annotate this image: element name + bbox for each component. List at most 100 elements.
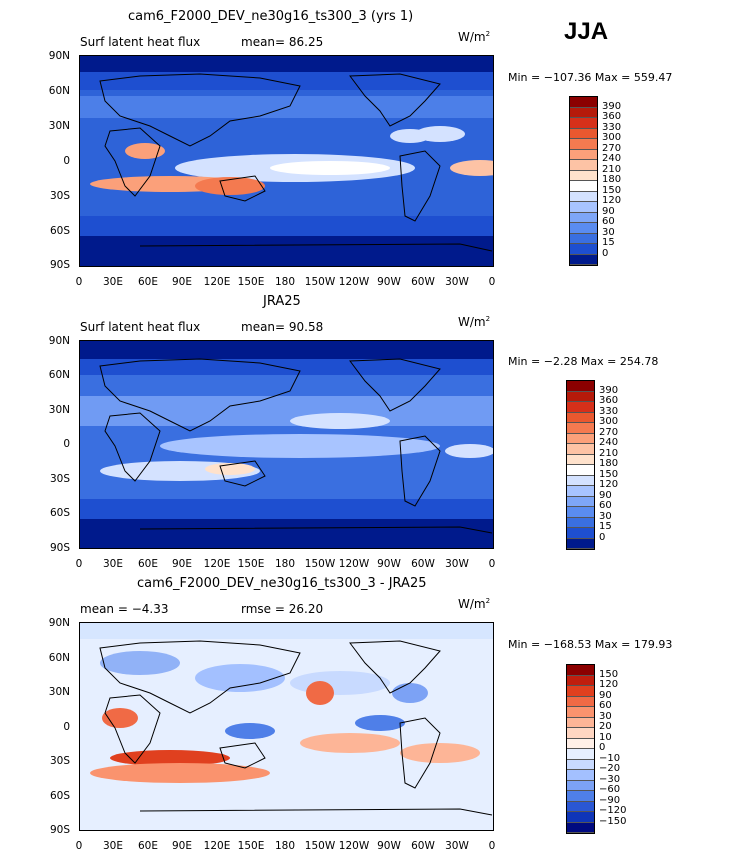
map-model <box>79 55 494 267</box>
colorbar-segment <box>567 454 594 465</box>
lon-tick: 180 <box>274 276 296 288</box>
colorbar-label: 30 <box>599 710 612 722</box>
colorbar-label: 0 <box>599 531 606 543</box>
colorbar-segment <box>567 780 594 791</box>
colorbar-segment <box>570 107 597 118</box>
colorbar-label: 270 <box>599 426 619 438</box>
colorbar-segment <box>567 381 594 392</box>
colorbar-segment <box>570 202 597 213</box>
colorbar-label: 30 <box>599 510 612 522</box>
colorbar-label: −10 <box>599 752 621 764</box>
lon-tick: 150W <box>304 558 336 570</box>
lon-tick: 150E <box>237 840 265 852</box>
colorbar-label: 120 <box>599 479 619 490</box>
colorbar-segment <box>567 812 594 823</box>
lon-tick: 60E <box>138 840 158 852</box>
colorbar-label: 10 <box>599 731 612 743</box>
colorbar-label: 270 <box>602 142 622 154</box>
lat-tick: 30S <box>49 755 70 767</box>
lon-tick: 150W <box>304 840 336 852</box>
colorbar-label: 90 <box>602 205 615 217</box>
colorbar-segment <box>567 822 594 833</box>
colorbar-segment <box>567 675 594 686</box>
colorbar-label: 330 <box>602 121 622 133</box>
colorbar-label: 30 <box>602 226 615 238</box>
colorbar-segment <box>567 791 594 802</box>
map-diff <box>79 622 494 831</box>
colorbar <box>566 380 595 550</box>
colorbar-segment <box>567 528 594 539</box>
lon-tick: 120E <box>203 840 231 852</box>
colorbar <box>566 664 595 834</box>
colorbar-segment <box>570 128 597 139</box>
lon-tick: 150E <box>237 276 265 288</box>
colorbar-segment <box>567 759 594 770</box>
colorbar-segment <box>567 749 594 760</box>
colorbar-segment <box>570 181 597 192</box>
colorbar-segment <box>567 475 594 486</box>
lat-tick: 30N <box>48 120 70 132</box>
unit-label: W/m2 <box>458 315 491 329</box>
colorbar-label: −120 <box>599 805 627 816</box>
colorbar-label: 20 <box>599 721 612 732</box>
lon-tick: 120E <box>203 558 231 570</box>
colorbar-segment <box>567 665 594 676</box>
lat-tick: 60S <box>49 790 70 802</box>
min-max-label: Min = −168.53 Max = 179.93 <box>508 638 673 651</box>
colorbar-segment <box>567 391 594 402</box>
lon-tick: 0 <box>488 840 496 852</box>
colorbar-label: 210 <box>602 163 622 175</box>
colorbar <box>569 96 598 266</box>
colorbar-segment <box>570 191 597 202</box>
season-label: JJA <box>564 18 609 45</box>
lat-tick: 60N <box>48 85 70 97</box>
colorbar-segment <box>570 170 597 181</box>
colorbar-segment <box>567 686 594 697</box>
lon-tick: 120E <box>203 276 231 288</box>
colorbar-label: 300 <box>602 132 622 143</box>
lon-tick: 120W <box>338 840 370 852</box>
colorbar-label: 120 <box>599 679 619 690</box>
lat-tick: 60S <box>49 225 70 237</box>
lat-tick: 30N <box>48 404 70 416</box>
colorbar-label: 390 <box>599 384 619 396</box>
colorbar-label: 60 <box>602 216 615 227</box>
lon-tick: 30W <box>445 276 469 288</box>
colorbar-segment <box>570 254 597 265</box>
lon-tick: 150W <box>304 276 336 288</box>
lon-tick: 90W <box>377 840 401 852</box>
unit-label: W/m2 <box>458 30 491 44</box>
mean-label: mean= 86.25 <box>241 35 324 49</box>
lon-tick: 90E <box>172 840 192 852</box>
lon-tick: 0 <box>488 558 496 570</box>
colorbar-label: 60 <box>599 500 612 511</box>
min-max-label: Min = −2.28 Max = 254.78 <box>508 355 659 368</box>
colorbar-label: 300 <box>599 416 619 427</box>
lat-tick: 90S <box>49 824 70 836</box>
lon-tick: 60W <box>411 276 435 288</box>
colorbar-label: 390 <box>602 100 622 112</box>
colorbar-label: 15 <box>599 521 612 532</box>
colorbar-label: 330 <box>599 405 619 417</box>
lat-tick: 30S <box>49 473 70 485</box>
lon-tick: 0 <box>75 840 83 852</box>
variable-label: Surf latent heat flux <box>80 320 201 334</box>
lat-tick: 60S <box>49 507 70 519</box>
lon-tick: 30W <box>445 558 469 570</box>
colorbar-segment <box>570 212 597 223</box>
lat-tick: 0 <box>63 721 70 733</box>
lon-tick: 60W <box>411 558 435 570</box>
colorbar-segment <box>567 538 594 549</box>
lat-tick: 30S <box>49 190 70 202</box>
variable-label: Surf latent heat flux <box>80 35 201 49</box>
colorbar-label: 180 <box>599 458 619 469</box>
panel-title: cam6_F2000_DEV_ne30g16_ts300_3 (yrs 1) <box>128 9 414 24</box>
lon-tick: 30E <box>103 276 123 288</box>
colorbar-label: −30 <box>599 773 621 785</box>
lon-tick: 120W <box>338 558 370 570</box>
colorbar-segment <box>570 160 597 171</box>
colorbar-label: 120 <box>602 195 622 206</box>
colorbar-segment <box>570 97 597 108</box>
map-obs <box>79 340 494 549</box>
colorbar-segment <box>567 728 594 739</box>
